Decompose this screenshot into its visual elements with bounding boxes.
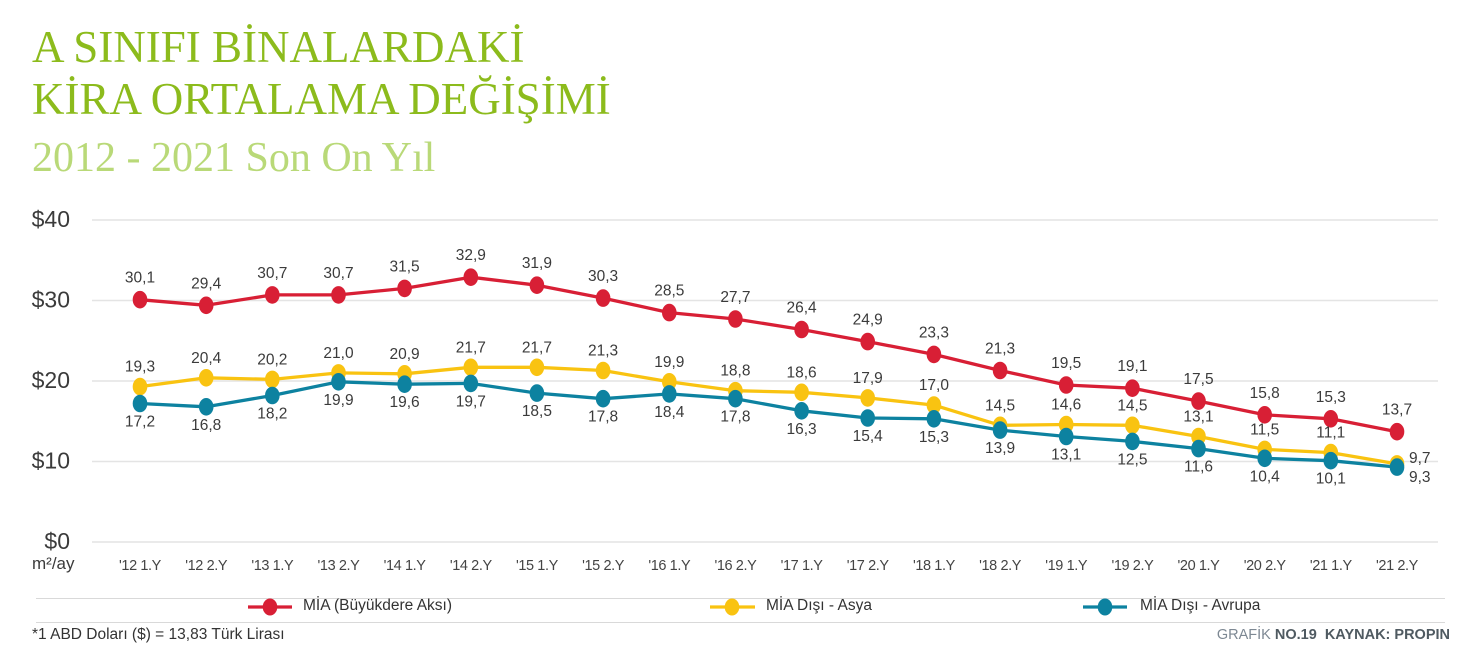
svg-text:'20 1.Y: '20 1.Y xyxy=(1178,558,1221,574)
svg-text:18,8: 18,8 xyxy=(720,363,750,380)
svg-text:21,3: 21,3 xyxy=(985,341,1015,358)
svg-text:30,1: 30,1 xyxy=(125,270,155,287)
svg-text:18,6: 18,6 xyxy=(787,364,817,381)
svg-text:17,2: 17,2 xyxy=(125,414,155,431)
svg-text:11,6: 11,6 xyxy=(1184,459,1213,476)
svg-text:19,5: 19,5 xyxy=(1051,355,1081,372)
svg-text:'13 2.Y: '13 2.Y xyxy=(318,558,361,574)
svg-text:21,0: 21,0 xyxy=(323,345,354,362)
svg-text:'14 2.Y: '14 2.Y xyxy=(450,558,493,574)
svg-text:21,7: 21,7 xyxy=(522,339,552,356)
svg-text:'20 2.Y: '20 2.Y xyxy=(1244,558,1287,574)
svg-text:14,6: 14,6 xyxy=(1051,397,1081,414)
svg-text:24,9: 24,9 xyxy=(853,312,883,329)
svg-text:19,3: 19,3 xyxy=(125,359,155,376)
svg-text:'13 1.Y: '13 1.Y xyxy=(251,558,294,574)
svg-text:30,7: 30,7 xyxy=(257,265,287,282)
svg-text:19,7: 19,7 xyxy=(456,393,486,410)
svg-text:32,9: 32,9 xyxy=(456,247,486,264)
svg-text:18,5: 18,5 xyxy=(522,403,552,420)
svg-text:20,2: 20,2 xyxy=(257,351,287,368)
svg-text:29,4: 29,4 xyxy=(191,275,222,292)
svg-text:30,7: 30,7 xyxy=(323,265,353,282)
svg-text:'17 2.Y: '17 2.Y xyxy=(847,558,890,574)
svg-text:15,8: 15,8 xyxy=(1250,385,1280,402)
svg-text:21,3: 21,3 xyxy=(588,343,618,360)
svg-text:10,1: 10,1 xyxy=(1316,471,1346,488)
svg-text:$40: $40 xyxy=(32,206,70,232)
svg-text:'15 1.Y: '15 1.Y xyxy=(516,558,559,574)
svg-text:14,5: 14,5 xyxy=(985,397,1015,414)
svg-text:'16 2.Y: '16 2.Y xyxy=(714,558,757,574)
svg-text:17,8: 17,8 xyxy=(720,409,750,426)
svg-text:19,1: 19,1 xyxy=(1117,358,1147,375)
svg-text:$0: $0 xyxy=(44,528,70,554)
svg-text:15,3: 15,3 xyxy=(919,429,949,446)
svg-text:13,9: 13,9 xyxy=(985,440,1015,457)
svg-text:9,7: 9,7 xyxy=(1409,450,1431,467)
svg-text:17,8: 17,8 xyxy=(588,409,618,426)
svg-text:17,0: 17,0 xyxy=(919,377,950,394)
svg-text:18,2: 18,2 xyxy=(257,406,287,423)
svg-text:20,9: 20,9 xyxy=(390,346,420,363)
svg-text:13,7: 13,7 xyxy=(1382,402,1412,419)
svg-text:31,5: 31,5 xyxy=(390,258,420,275)
svg-text:31,9: 31,9 xyxy=(522,255,552,272)
svg-text:27,7: 27,7 xyxy=(720,289,750,306)
svg-text:'21 2.Y: '21 2.Y xyxy=(1376,558,1419,574)
svg-text:19,9: 19,9 xyxy=(323,392,353,409)
svg-text:'21 1.Y: '21 1.Y xyxy=(1310,558,1353,574)
svg-text:'19 2.Y: '19 2.Y xyxy=(1111,558,1154,574)
svg-text:13,1: 13,1 xyxy=(1183,409,1213,426)
svg-text:15,4: 15,4 xyxy=(853,428,884,445)
svg-text:12,5: 12,5 xyxy=(1117,451,1147,468)
svg-text:$10: $10 xyxy=(32,448,70,474)
svg-text:26,4: 26,4 xyxy=(787,300,818,317)
svg-text:'17 1.Y: '17 1.Y xyxy=(781,558,824,574)
svg-text:21,7: 21,7 xyxy=(456,339,486,356)
svg-text:'14 1.Y: '14 1.Y xyxy=(384,558,427,574)
svg-text:20,4: 20,4 xyxy=(191,350,222,367)
svg-text:18,4: 18,4 xyxy=(654,404,685,421)
svg-text:13,1: 13,1 xyxy=(1051,447,1081,464)
svg-text:$20: $20 xyxy=(32,367,70,393)
svg-text:23,3: 23,3 xyxy=(919,324,949,341)
svg-text:15,3: 15,3 xyxy=(1316,389,1346,406)
svg-text:'15 2.Y: '15 2.Y xyxy=(582,558,625,574)
svg-text:30,3: 30,3 xyxy=(588,268,618,285)
svg-text:$30: $30 xyxy=(32,287,70,313)
svg-text:11,1: 11,1 xyxy=(1316,425,1345,442)
svg-text:17,9: 17,9 xyxy=(853,370,883,387)
svg-text:'18 1.Y: '18 1.Y xyxy=(913,558,956,574)
svg-text:16,8: 16,8 xyxy=(191,417,221,434)
svg-text:9,3: 9,3 xyxy=(1409,469,1431,486)
svg-text:'19 1.Y: '19 1.Y xyxy=(1045,558,1088,574)
svg-text:16,3: 16,3 xyxy=(787,421,817,438)
svg-text:'18 2.Y: '18 2.Y xyxy=(979,558,1022,574)
svg-text:'12 1.Y: '12 1.Y xyxy=(119,558,162,574)
svg-text:14,5: 14,5 xyxy=(1117,397,1147,414)
svg-text:19,6: 19,6 xyxy=(390,394,420,411)
svg-text:19,9: 19,9 xyxy=(654,354,684,371)
svg-text:17,5: 17,5 xyxy=(1183,371,1213,388)
svg-text:10,4: 10,4 xyxy=(1250,468,1281,485)
svg-text:'12 2.Y: '12 2.Y xyxy=(185,558,228,574)
svg-text:'16 1.Y: '16 1.Y xyxy=(648,558,691,574)
svg-text:11,5: 11,5 xyxy=(1250,421,1279,438)
svg-text:28,5: 28,5 xyxy=(654,283,684,300)
